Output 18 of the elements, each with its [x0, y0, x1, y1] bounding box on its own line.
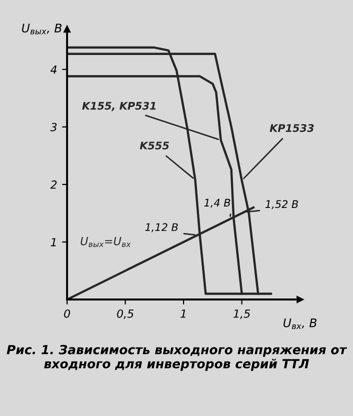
- annotation: 1,52 В: [265, 200, 298, 210]
- annotation: 1,12 В: [145, 223, 178, 232]
- text: K155, KP531: [82, 102, 156, 112]
- y-axis-title: U$_{вых}$, В: [22, 24, 62, 34]
- y-tick-label: 2: [50, 180, 57, 189]
- x-tick-label: 0: [64, 309, 70, 318]
- x-tick-label: 1: [180, 310, 186, 318]
- x-tick-label: 1,5: [234, 310, 250, 319]
- y-tick-label: 1: [50, 238, 56, 246]
- series-label: U$_{вых}$=U$_{вх}$: [80, 237, 131, 247]
- y-tick-label: 3: [50, 122, 57, 132]
- series-label: K555: [140, 142, 169, 150]
- x-tick-label: 0,5: [117, 309, 134, 319]
- y-tick-label: 4: [50, 66, 57, 74]
- x-axis-title: U$_{вх}$, В: [284, 318, 317, 330]
- text: KP1533: [270, 124, 314, 132]
- annotation: 1,4 В: [204, 198, 230, 208]
- text: Рис. 1. Зависимость выходного напряжения от входного для инверторов серий ТТЛ: [6, 344, 348, 371]
